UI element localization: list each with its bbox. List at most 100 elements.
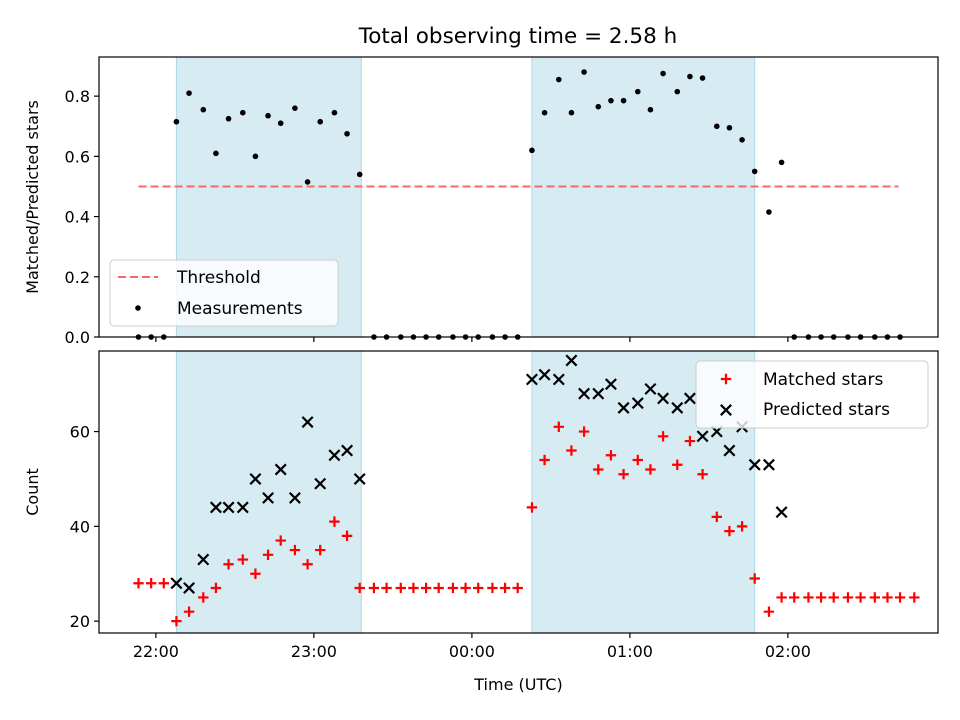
predicted-point (723, 444, 736, 457)
measurement-point (529, 147, 535, 154)
chart-title: Total observing time = 2.58 h (358, 24, 678, 49)
matched-point (395, 582, 406, 594)
matched-point (420, 582, 432, 594)
matched-point (354, 582, 365, 594)
measurement-point (173, 118, 180, 125)
matched-point (473, 582, 484, 594)
predicted-point (604, 378, 617, 391)
matched-point (697, 469, 708, 480)
y-axis-label: Count (23, 468, 42, 516)
measurement-point (225, 115, 232, 122)
matched-point (158, 578, 169, 589)
legend-box (109, 259, 339, 327)
predicted-point (209, 501, 222, 514)
matched-point (512, 582, 523, 594)
matched-point (381, 582, 392, 594)
predicted-point (328, 449, 341, 462)
matched-point (198, 592, 209, 603)
matched-point (869, 592, 880, 603)
predicted-point (274, 463, 287, 476)
matched-point (329, 516, 340, 527)
matched-point (341, 530, 353, 542)
matched-point (736, 521, 748, 532)
matched-point (539, 454, 550, 466)
matched-point (487, 582, 498, 594)
x-tick-label: 00:00 (449, 642, 495, 661)
predicted-point (748, 458, 761, 471)
predicted-point (538, 368, 551, 381)
legend-predicted-swatch (720, 404, 732, 416)
measurement-point (186, 90, 192, 96)
x-axis-label: Time (UTC) (473, 675, 562, 694)
predicted-point (525, 373, 538, 386)
matched-point (593, 464, 604, 475)
matched-point (237, 554, 248, 565)
measurement-point (647, 106, 654, 113)
legend-threshold-label: Threshold (176, 268, 261, 288)
measurement-point (541, 109, 548, 116)
y-tick-label: 0.8 (65, 87, 90, 106)
measurement-point (608, 97, 614, 104)
measurement-point (200, 106, 207, 113)
measurement-point (739, 136, 745, 143)
matched-point (828, 592, 839, 603)
matched-point (145, 578, 157, 589)
y-tick-label: 0.0 (65, 328, 90, 347)
matched-point (749, 573, 760, 584)
observing-window (531, 56, 756, 338)
matched-point (289, 544, 301, 556)
predicted-point (222, 501, 235, 514)
predicted-point (301, 416, 314, 429)
measurement-point (568, 109, 575, 116)
y-tick-label: 60 (70, 423, 90, 442)
measurement-point (292, 105, 298, 111)
legend: Threshold Measurements (109, 259, 339, 327)
matched-point (250, 568, 261, 579)
predicted-point (552, 373, 565, 386)
legend-matched-swatch (720, 373, 732, 385)
predicted-point (353, 472, 366, 485)
measurement-point (620, 97, 627, 104)
matched-point (684, 435, 696, 447)
predicted-point (592, 387, 605, 400)
y-tick-label: 0.4 (65, 208, 90, 227)
legend-measurement-label: Measurements (177, 299, 303, 319)
plot-frame (98, 56, 939, 338)
matched-point (657, 431, 669, 442)
y-tick-label: 0.6 (65, 147, 90, 166)
matched-point (447, 582, 459, 594)
predicted-point (657, 392, 670, 405)
matched-point (210, 582, 222, 594)
legend-box (695, 360, 929, 429)
measurement-point (699, 75, 706, 81)
predicted-point (170, 577, 183, 590)
matched-point (262, 549, 274, 560)
predicted-point (617, 401, 630, 414)
matched-point (408, 582, 419, 594)
y-tick-label: 40 (70, 517, 90, 536)
legend-matched-label: Matched stars (763, 370, 883, 390)
x-tick-label: 22:00 (133, 642, 179, 661)
predicted-point (262, 491, 275, 504)
measurement-point (304, 179, 311, 185)
x-tick-label: 02:00 (765, 642, 811, 661)
matched-point (578, 426, 590, 437)
matched-point (275, 535, 286, 546)
matched-point (645, 464, 656, 475)
measurement-point (252, 153, 259, 160)
measurement-point (265, 112, 271, 119)
matched-point (894, 592, 906, 603)
predicted-point (696, 430, 709, 443)
matched-point (855, 592, 866, 603)
matched-point (566, 445, 577, 456)
predicted-point (197, 553, 210, 566)
measurement-point (317, 118, 324, 125)
predicted-point (288, 491, 301, 504)
measurement-point (344, 130, 350, 137)
legend-measurement-swatch (135, 305, 141, 311)
measurement-point (331, 109, 338, 116)
matched-point (815, 592, 827, 603)
predicted-point (565, 354, 578, 367)
y-tick-label: 0.2 (65, 268, 90, 287)
y-tick-label: 20 (70, 612, 90, 631)
